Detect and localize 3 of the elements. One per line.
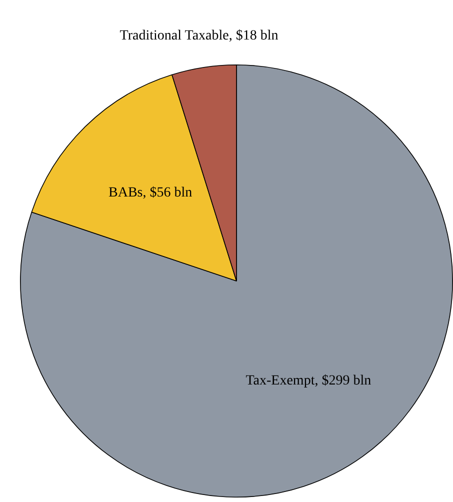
slice-label: Traditional Taxable, $18 bln [120, 28, 278, 44]
slice-label: Tax-Exempt, $299 bln [246, 374, 372, 389]
slice-label: BABs, $56 bln [108, 186, 192, 201]
